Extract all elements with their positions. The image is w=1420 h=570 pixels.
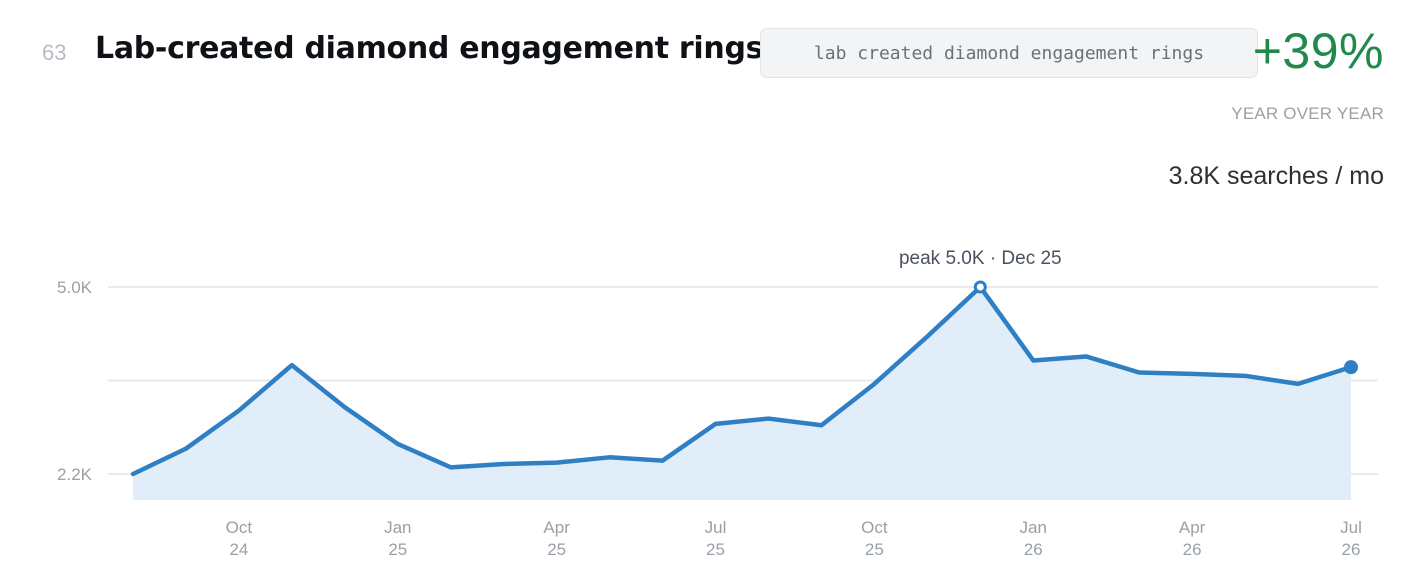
x-tick-month: Apr	[543, 518, 570, 537]
line-layer	[130, 284, 1354, 477]
data-point	[183, 446, 189, 452]
data-point	[1136, 369, 1142, 375]
series-area	[133, 287, 1351, 500]
data-point	[342, 404, 348, 410]
data-point	[501, 461, 507, 467]
x-tick-year: 24	[229, 540, 248, 559]
x-tick-month: Jul	[705, 518, 727, 537]
data-point	[448, 464, 454, 470]
x-tick-year: 25	[547, 540, 566, 559]
data-point	[395, 441, 401, 447]
peak-label: peak 5.0K · Dec 25	[899, 248, 1062, 269]
x-tick-year: 26	[1024, 540, 1043, 559]
data-point	[1242, 373, 1248, 379]
x-axis: Oct 24 Jan 25 Apr 25 Jul 25 Oct 25 Jan 26 Apr 26 Jul 26	[226, 518, 1362, 559]
area-layer	[133, 287, 1351, 500]
y-tick-label: 2.2K	[57, 465, 93, 484]
data-point	[713, 421, 719, 427]
series-line	[130, 284, 1354, 477]
keyword-chip[interactable]: lab created diamond engagement rings	[760, 28, 1258, 78]
x-tick-year: 26	[1342, 540, 1361, 559]
data-point	[924, 333, 930, 339]
y-axis: 5.0K 2.2K	[57, 278, 93, 484]
x-tick-month: Jul	[1340, 518, 1362, 537]
data-point	[554, 460, 560, 466]
data-point	[236, 408, 242, 414]
rank-number: 63	[42, 40, 67, 65]
x-tick-year: 25	[388, 540, 407, 559]
x-tick-month: Jan	[384, 518, 411, 537]
data-point	[1189, 371, 1195, 377]
x-tick-year: 25	[706, 540, 725, 559]
x-tick-month: Apr	[1179, 518, 1206, 537]
peak-marker	[973, 280, 987, 294]
y-tick-label: 5.0K	[57, 278, 93, 297]
data-point	[607, 454, 613, 460]
x-tick-month: Oct	[861, 518, 888, 537]
x-tick-year: 26	[1183, 540, 1202, 559]
page-title: Lab-created diamond engagement rings	[95, 31, 764, 66]
data-point	[1295, 381, 1301, 387]
growth-percent: +39%	[1252, 23, 1384, 79]
search-volume: 3.8K searches / mo	[1168, 162, 1384, 190]
data-point	[818, 422, 824, 428]
data-point	[289, 362, 295, 368]
data-point	[660, 458, 666, 464]
data-point	[130, 471, 136, 477]
last-point-marker	[1344, 360, 1358, 375]
data-point	[1083, 353, 1089, 359]
data-point	[1030, 357, 1036, 363]
x-tick-month: Oct	[226, 518, 253, 537]
annotations: peak 5.0K · Dec 25	[899, 248, 1358, 375]
data-point	[765, 416, 771, 422]
x-tick-year: 25	[865, 540, 884, 559]
data-point	[871, 381, 877, 387]
growth-label: YEAR OVER YEAR	[1231, 104, 1384, 123]
x-tick-month: Jan	[1020, 518, 1047, 537]
